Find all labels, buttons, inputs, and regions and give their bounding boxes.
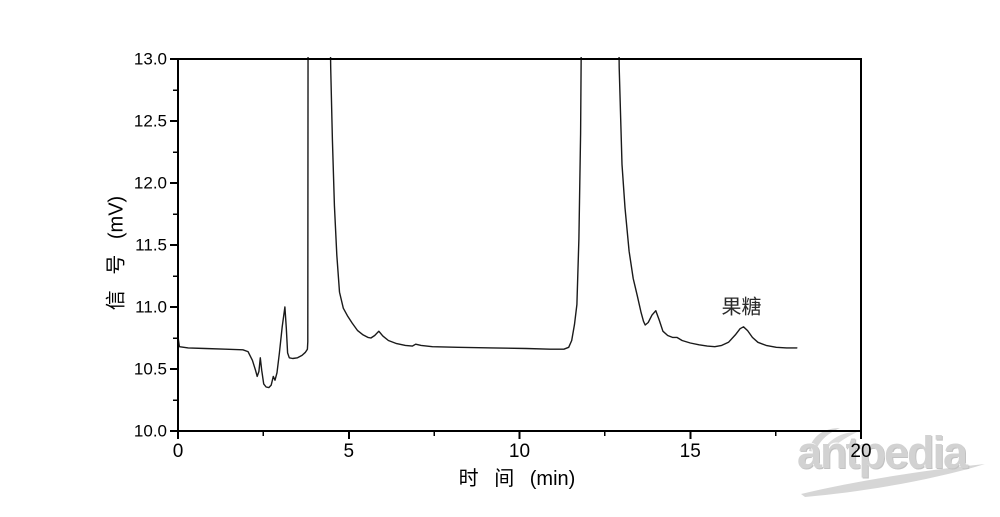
watermark-swoosh (801, 464, 985, 497)
x-tick-label: 20 (850, 441, 872, 462)
y-axis-title: 信 号 (mV) (105, 195, 128, 311)
y-tick-label: 10.0 (133, 421, 167, 441)
y-tick-label: 12.0 (133, 173, 167, 193)
watermark-text: antpedia (797, 427, 968, 478)
x-tick-label: 5 (343, 441, 355, 462)
y-tick-label: 11.5 (135, 235, 167, 255)
y-tick-label: 12.5 (133, 111, 167, 131)
watermark-leaf-icon (822, 432, 857, 453)
plot-frame (177, 58, 862, 432)
watermark-logo: antpedia (795, 424, 995, 510)
y-tick-label: 13.0 (133, 49, 167, 69)
peak-label-fructose: 果糖 (721, 296, 762, 319)
watermark-leaf-icon (809, 428, 840, 452)
x-tick-label: 15 (679, 441, 701, 462)
watermark-graphics (801, 428, 985, 497)
y-tick-label: 11.0 (135, 297, 167, 317)
x-tick-label: 0 (172, 441, 184, 462)
signal-trace (177, 57, 798, 389)
y-tick-label: 10.5 (133, 359, 167, 379)
x-tick-label: 10 (508, 441, 531, 462)
x-axis-title: 时 间 (min) (458, 468, 576, 490)
